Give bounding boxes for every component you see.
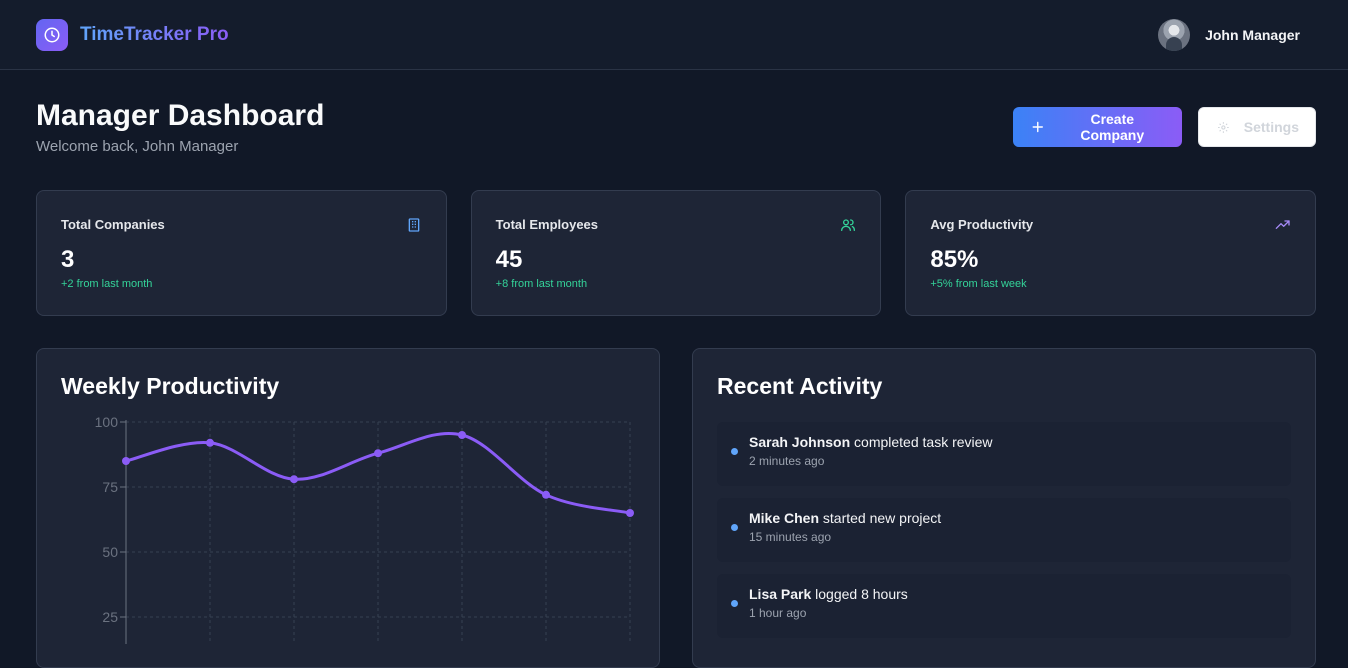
create-company-label: Create Company [1080,111,1145,143]
activity-time: 1 hour ago [749,606,807,620]
activity-dot [731,448,738,455]
y-tick-label: 75 [102,479,118,495]
activity-user: Mike Chen [749,510,820,526]
app-name: TimeTracker Pro [80,23,229,45]
stats-row: Total Companies 3 +2 from last month Tot… [0,155,1348,316]
activity-action: logged 8 hours [811,586,908,602]
activity-dot [731,524,738,531]
clock-icon [36,18,68,51]
stat-value: 85% [930,246,979,273]
productivity-chart: 25 50 75 100 [95,414,634,644]
user-menu[interactable]: John Manager [1158,18,1300,51]
page-header: Manager Dashboard Welcome back, John Man… [0,70,1348,155]
activity-item[interactable]: Mike Chen started new project 15 minutes… [717,498,1291,562]
data-point [374,449,382,458]
y-tick-label: 50 [102,544,118,560]
y-tick-label: 25 [102,609,118,625]
stat-card-productivity: Avg Productivity 85% +5% from last week [905,190,1317,316]
stat-change: +8 from last month [495,278,588,290]
activity-user: Sarah Johnson [749,434,851,450]
stat-card-employees: Total Employees 45 +8 from last month [470,190,882,316]
user-name: John Manager [1205,26,1300,43]
panel-title: Weekly Productivity [61,373,280,399]
activity-user: Lisa Park [749,586,812,602]
header-actions: Create Company Settings [1013,107,1316,147]
panel-title: Recent Activity [717,373,883,399]
stat-change: +2 from last month [61,278,153,290]
activity-dot [731,600,738,607]
gear-icon [1218,121,1229,133]
stat-label: Total Employees [495,217,599,232]
top-bar: TimeTracker Pro John Manager [0,0,1348,70]
activity-text: Lisa Park logged 8 hours [749,586,1275,602]
activity-time: 15 minutes ago [749,530,832,544]
stat-card-companies: Total Companies 3 +2 from last month [36,190,447,316]
activity-time: 2 minutes ago [749,454,825,468]
brand[interactable]: TimeTracker Pro [36,18,229,51]
stat-value: 3 [61,246,75,273]
data-point [458,431,466,439]
data-point [206,438,214,447]
page-title: Manager Dashboard [36,99,325,132]
plus-icon [1032,121,1043,133]
settings-button[interactable]: Settings [1198,107,1316,147]
create-company-button[interactable]: Create Company [1013,107,1182,147]
lower-section: Weekly Productivity 25 50 75 100 Recent Act… [0,316,1348,668]
stat-value: 45 [495,246,523,273]
data-point [626,509,634,517]
stat-label: Total Companies [61,217,165,232]
data-point [542,490,550,499]
welcome-text: Welcome back, John Manager [36,138,239,155]
activity-list: Sarah Johnson completed task review 2 mi… [717,422,1291,638]
activity-text: Sarah Johnson completed task review [749,434,1275,450]
weekly-productivity-panel: Weekly Productivity 25 50 75 100 [36,348,660,668]
activity-text: Mike Chen started new project [749,510,1275,526]
recent-activity-panel: Recent Activity Sarah Johnson completed … [692,348,1316,668]
trending-up-icon [1275,220,1290,229]
stat-label: Avg Productivity [930,217,1034,232]
y-tick-label: 100 [95,414,119,430]
activity-action: completed task review [850,434,993,450]
settings-label: Settings [1243,119,1299,135]
activity-item[interactable]: Lisa Park logged 8 hours 1 hour ago [717,574,1291,638]
building-icon [408,218,420,232]
activity-item[interactable]: Sarah Johnson completed task review 2 mi… [717,422,1291,486]
data-point [290,475,298,484]
users-icon [841,219,856,231]
data-point [122,457,130,465]
stat-change: +5% from last week [930,278,1027,290]
avatar[interactable] [1158,18,1191,51]
activity-action: started new project [819,510,942,526]
